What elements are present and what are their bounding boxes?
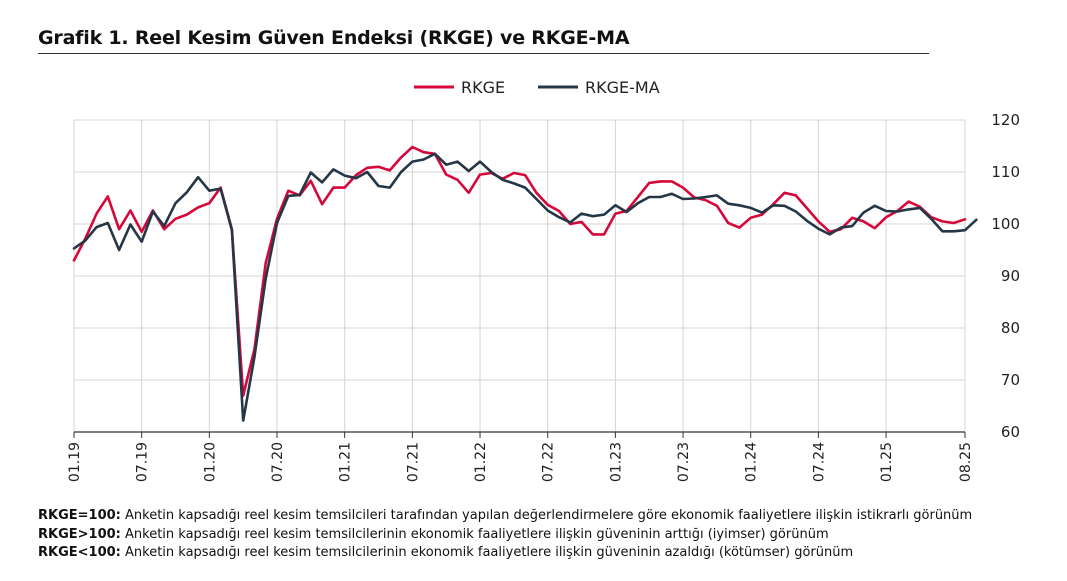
x-tick-label: 07.22	[541, 442, 557, 482]
x-tick-label: 01.21	[338, 442, 354, 482]
line-chart: 01.19 07.19 01.20 07.20 01.21 07.21 01.22 07.22…	[67, 78, 1020, 482]
y-tick-label: 120	[991, 111, 1020, 129]
legend: RKGE RKGE-MA	[414, 78, 660, 97]
note-equal: RKGE=100: Anketin kapsadığı reel kesim t…	[38, 507, 972, 526]
x-tick-label: 01.20	[202, 442, 218, 482]
note-below-key: RKGE<100:	[38, 545, 121, 560]
legend-label-rkge-ma: RKGE-MA	[585, 78, 660, 97]
grid	[73, 119, 966, 432]
x-tick-label: 07.24	[811, 442, 827, 482]
title-underline	[38, 53, 929, 54]
axes: 01.19 07.19 01.20 07.20 01.21 07.21 01.22 07.22…	[67, 111, 1020, 482]
series-lines	[72, 145, 978, 422]
footnotes: RKGE=100: Anketin kapsadığı reel kesim t…	[38, 507, 972, 563]
note-above: RKGE>100: Anketin kapsadığı reel kesim t…	[38, 526, 972, 545]
x-tick-label: 01.25	[879, 442, 895, 482]
legend-label-rkge: RKGE	[461, 78, 505, 97]
y-tick-label: 90	[1001, 267, 1020, 285]
x-tick-label: 01.19	[67, 442, 83, 482]
x-tick-label: 01.24	[744, 442, 760, 482]
y-tick-label: 80	[1001, 319, 1020, 337]
y-tick-label: 70	[1001, 371, 1020, 389]
y-tick-label: 100	[991, 215, 1020, 233]
x-tick-label: 08.25	[958, 442, 974, 482]
x-tick-label: 07.20	[270, 442, 286, 482]
note-below-text: Anketin kapsadığı reel kesim temsilciler…	[120, 545, 854, 560]
note-equal-text: Anketin kapsadığı reel kesim temsilciler…	[120, 508, 973, 523]
x-tick-label: 07.23	[676, 442, 692, 482]
note-above-key: RKGE>100:	[38, 526, 121, 542]
x-tick-label: 07.21	[405, 442, 421, 482]
x-tick-label: 01.23	[608, 442, 624, 482]
x-tick-label: 07.19	[135, 442, 151, 482]
series-line-rkge-ma	[72, 152, 978, 422]
note-equal-key: RKGE=100:	[38, 508, 121, 523]
y-tick-label: 60	[1001, 423, 1020, 441]
chart-title: Grafik 1. Reel Kesim Güven Endeksi (RKGE…	[38, 27, 630, 49]
y-tick-label: 110	[991, 163, 1020, 181]
note-above-text: Anketin kapsadığı reel kesim temsilciler…	[120, 526, 829, 542]
note-below: RKGE<100: Anketin kapsadığı reel kesim t…	[38, 544, 972, 563]
x-tick-label: 01.22	[473, 442, 489, 482]
